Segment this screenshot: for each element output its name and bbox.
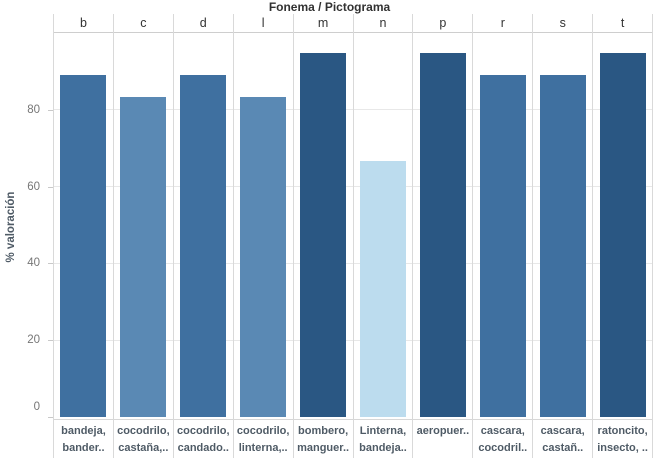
gridline-20 [53,340,652,341]
bar-l[interactable] [240,97,287,417]
column-header: b [54,14,113,33]
bar-n[interactable] [359,160,406,417]
column-header: p [413,14,473,33]
chart-column-b: b bandeja, bander.. [53,14,113,458]
bar-b[interactable] [60,75,107,417]
x-tick-label: bandeja, bander.. [61,425,106,454]
bar-d[interactable] [180,75,227,417]
bar-m[interactable] [300,53,347,417]
y-tick-label: 20 [27,334,40,347]
bar-r[interactable] [479,75,526,417]
y-tick-mark [48,263,53,265]
column-header: m [293,14,353,33]
x-tick-label: cocodrilo, candado.. [176,425,230,454]
label-row-divider [53,419,652,420]
x-tick-label: cascara, cocodril.. [478,425,528,454]
column-header: l [233,14,293,33]
column-header: d [173,14,233,33]
columns: b bandeja, bander.. c cocodrilo, castaña… [53,14,653,458]
bar-s[interactable] [539,75,586,417]
chart-column-t: t ratoncito, insecto, .. [592,14,653,458]
chart-title: Fonema / Pictograma [268,0,391,14]
x-tick-label: cocodrilo, castaña,.. [117,425,170,454]
y-tick-mark [48,186,53,188]
bar-t[interactable] [599,53,646,417]
gridline-80 [53,109,652,110]
chart-column-d: d cocodrilo, candado.. [172,14,233,458]
y-tick-mark [48,417,53,418]
chart-column-l: l cocodrilo, linterna,.. [232,14,293,458]
y-axis-label: % valoración [5,191,17,263]
gridline-40 [53,263,652,264]
bar-c[interactable] [120,97,167,417]
gridline-60 [53,186,652,187]
x-tick-label: ratoncito, insecto, .. [597,425,648,454]
chart-column-r: r cascara, cocodril.. [472,14,533,458]
x-tick-label: Linterna, bandeja.. [359,425,407,454]
plot-area: b bandeja, bander.. c cocodrilo, castaña… [53,14,653,458]
x-tick-label: bombero, manguer.. [297,425,350,454]
column-header: t [593,14,653,33]
chart-column-n: n Linterna, bandeja.. [352,14,413,458]
y-tick-mark [48,109,53,111]
chart-column-c: c cocodrilo, castaña,.. [112,14,173,458]
chart-column-m: m bombero, manguer.. [292,14,353,458]
column-header: n [353,14,413,33]
y-tick-mark [48,340,53,342]
y-tick-label: 0 [33,401,40,413]
y-tick-label: 40 [27,257,40,270]
column-header: s [533,14,593,33]
y-tick-label: 60 [27,180,40,193]
bar-p[interactable] [419,53,466,417]
x-tick-label: aeropuer.. [416,425,470,437]
column-header: c [113,14,173,33]
y-tick-label: 80 [27,103,40,116]
x-tick-label: cocodrilo, linterna,.. [236,425,290,454]
chart-column-s: s cascara, castañ.. [532,14,593,458]
column-header: r [473,14,533,33]
x-tick-label: cascara, castañ.. [540,425,585,454]
chart-column-p: p aeropuer.. [412,14,473,458]
